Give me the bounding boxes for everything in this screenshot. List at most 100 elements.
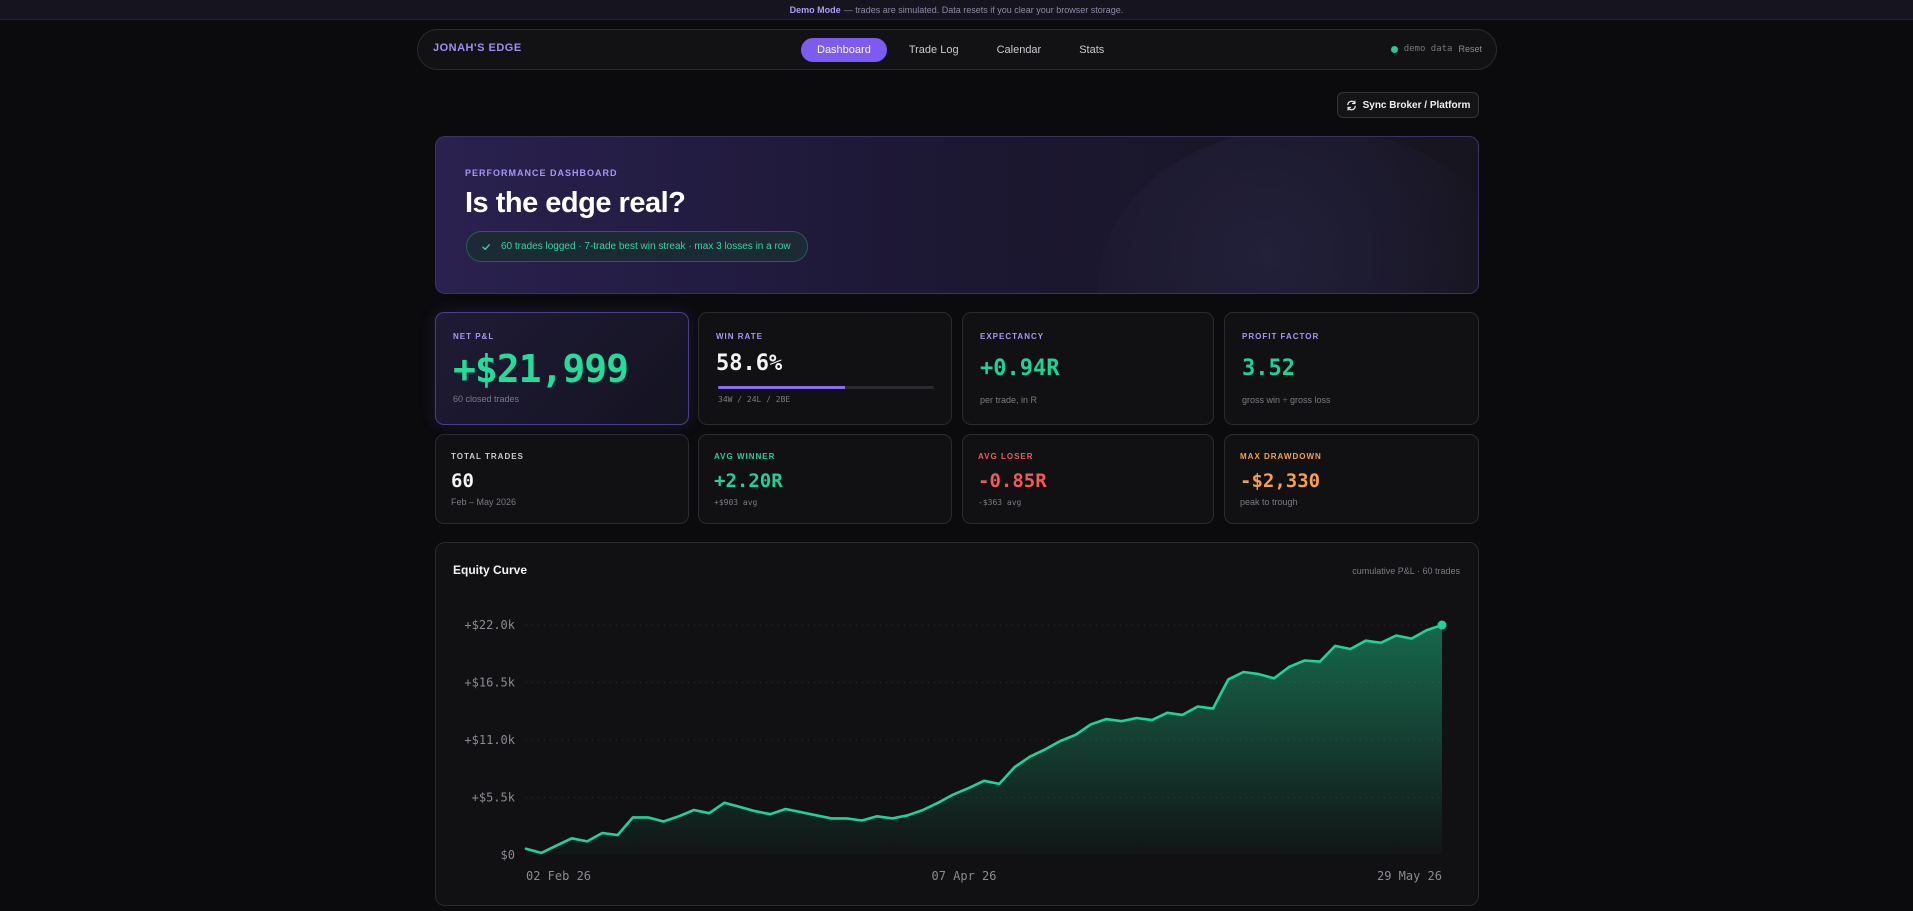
demo-mode-text: — trades are simulated. Data resets if y… xyxy=(843,4,1124,15)
equity-point xyxy=(1028,755,1031,758)
win-rate-progress-bar xyxy=(718,386,934,389)
expectancy-sub: per trade, in R xyxy=(980,395,1038,405)
chart-meta: cumulative P&L · 60 trades xyxy=(1352,566,1460,576)
hero-kicker: PERFORMANCE DASHBOARD xyxy=(465,168,618,178)
equity-point xyxy=(1318,660,1321,663)
equity-point xyxy=(1425,629,1428,632)
equity-point xyxy=(540,851,543,854)
max-drawdown-card: MAX DRAWDOWN -$2,330 peak to trough xyxy=(1224,434,1479,524)
equity-point xyxy=(1212,707,1215,710)
equity-point xyxy=(708,812,711,815)
equity-line xyxy=(524,623,1444,855)
equity-point xyxy=(1288,665,1291,668)
avg-winner-value: +2.20R xyxy=(714,470,783,492)
equity-point xyxy=(876,815,879,818)
profit-factor-card: PROFIT FACTOR 3.52 gross win ÷ gross los… xyxy=(1224,312,1479,425)
x-tick-label: 29 May 26 xyxy=(1377,869,1442,883)
equity-point xyxy=(1150,719,1153,722)
equity-point xyxy=(1395,634,1398,637)
equity-point xyxy=(601,832,604,835)
nav-status: demo data Reset xyxy=(1390,44,1482,54)
net-pnl-card: NET P&L +$21,999 60 closed trades xyxy=(435,312,689,425)
total-trades-label: TOTAL TRADES xyxy=(451,452,524,461)
profit-factor-label: PROFIT FACTOR xyxy=(1242,332,1320,341)
status-dot-icon xyxy=(1390,45,1398,53)
equity-point xyxy=(983,779,986,782)
equity-point xyxy=(1074,733,1077,736)
chart-title: Equity Curve xyxy=(453,563,528,577)
equity-point xyxy=(1364,639,1367,642)
brand-logo[interactable]: JONAH'S EDGE xyxy=(433,42,522,54)
equity-point xyxy=(906,814,909,817)
tab-trade-log[interactable]: Trade Log xyxy=(908,44,959,56)
total-trades-sub: Feb – May 2026 xyxy=(451,497,517,507)
avg-winner-sub: +$903 avg xyxy=(714,498,758,507)
sync-broker-button[interactable]: Sync Broker / Platform xyxy=(1337,92,1479,118)
equity-point xyxy=(1120,720,1123,723)
equity-point xyxy=(631,816,634,819)
equity-point xyxy=(860,819,863,822)
avg-winner-card: AVG WINNER +2.20R +$903 avg xyxy=(698,434,952,524)
net-pnl-sub: 60 closed trades xyxy=(453,394,520,404)
equity-point xyxy=(1227,678,1230,681)
equity-point xyxy=(692,809,695,812)
y-tick-label: +$16.5k xyxy=(464,676,515,690)
expectancy-card: EXPECTANCY +0.94R per trade, in R xyxy=(962,312,1214,425)
equity-point xyxy=(1303,659,1306,662)
demo-data-badge: demo data xyxy=(1403,44,1453,54)
tab-calendar[interactable]: Calendar xyxy=(996,44,1042,56)
equity-point xyxy=(1135,717,1138,720)
equity-point xyxy=(738,805,741,808)
equity-point xyxy=(815,814,818,817)
equity-point xyxy=(769,813,772,816)
nav-tabs: Dashboard Trade Log Calendar Stats xyxy=(801,38,1120,62)
equity-point xyxy=(1349,648,1352,651)
win-rate-card: WIN RATE 58.6% 34W / 24L / 2BE xyxy=(698,312,952,425)
equity-point xyxy=(1410,637,1413,640)
tab-stats[interactable]: Stats xyxy=(1079,44,1105,56)
avg-loser-sub: -$363 avg xyxy=(978,498,1022,507)
sync-icon xyxy=(1346,99,1356,111)
equity-point xyxy=(937,801,940,804)
profit-factor-sub: gross win ÷ gross loss xyxy=(1242,395,1331,405)
equity-point xyxy=(1273,677,1276,680)
equity-point xyxy=(1334,644,1337,647)
equity-point xyxy=(891,817,894,820)
equity-point xyxy=(784,808,787,811)
x-tick-label: 07 Apr 26 xyxy=(931,869,996,883)
equity-point xyxy=(525,847,528,850)
max-drawdown-label: MAX DRAWDOWN xyxy=(1240,452,1322,461)
avg-loser-label: AVG LOSER xyxy=(978,452,1034,461)
tab-dashboard[interactable]: Dashboard xyxy=(801,38,887,62)
y-tick-label: +$11.0k xyxy=(464,733,515,747)
equity-point xyxy=(799,811,802,814)
y-tick-label: $0 xyxy=(501,848,515,862)
equity-point xyxy=(586,840,589,843)
equity-point xyxy=(754,810,757,813)
equity-point xyxy=(723,801,726,804)
top-navigation: JONAH'S EDGE Dashboard Trade Log Calenda… xyxy=(417,29,1497,70)
y-tick-label: +$22.0k xyxy=(464,618,515,632)
total-trades-card: TOTAL TRADES 60 Feb – May 2026 xyxy=(435,434,689,524)
summary-text: 60 trades logged · 7-trade best win stre… xyxy=(501,241,791,252)
equity-point xyxy=(677,815,680,818)
equity-point xyxy=(1181,713,1184,716)
hero-decoration xyxy=(1098,137,1478,293)
equity-point xyxy=(921,809,924,812)
equity-point xyxy=(1166,711,1169,714)
equity-point xyxy=(967,787,970,790)
equity-area xyxy=(526,625,1442,855)
hero-panel: PERFORMANCE DASHBOARD Is the edge real? … xyxy=(435,136,1479,294)
total-trades-value: 60 xyxy=(451,470,474,492)
equity-point xyxy=(647,816,650,819)
equity-curve-chart[interactable]: $0 +$5.5k +$11.0k +$16.5k +$22.0k 02 Feb 26 07… xyxy=(436,543,1480,907)
avg-loser-card: AVG LOSER -0.85R -$363 avg xyxy=(962,434,1214,524)
reset-button[interactable]: Reset xyxy=(1458,44,1482,54)
max-drawdown-sub: peak to trough xyxy=(1240,497,1298,507)
expectancy-value: +0.94R xyxy=(980,356,1060,381)
equity-point xyxy=(1379,641,1382,644)
max-drawdown-value: -$2,330 xyxy=(1240,470,1321,492)
y-tick-label: +$5.5k xyxy=(472,791,516,805)
equity-point xyxy=(555,844,558,847)
equity-point xyxy=(830,817,833,820)
